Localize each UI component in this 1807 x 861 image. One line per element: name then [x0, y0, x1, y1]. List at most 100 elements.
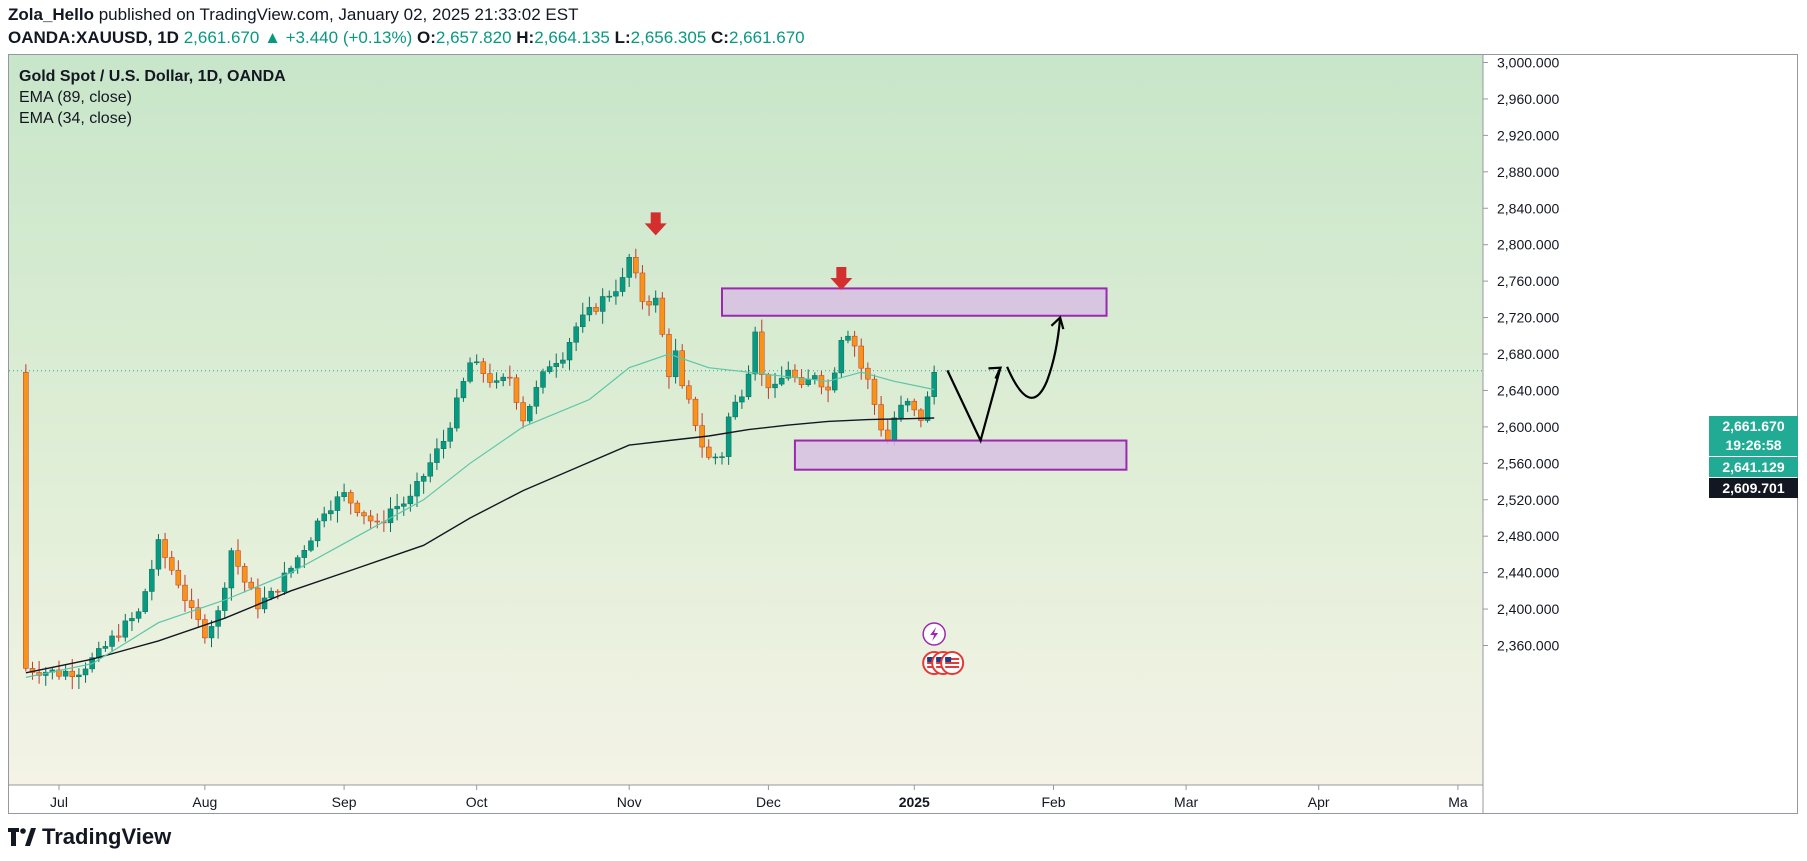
candle-body: [261, 597, 268, 610]
candle-body: [712, 456, 719, 459]
y-tick-label: 2,560.000: [1497, 455, 1559, 471]
candle-body: [454, 397, 460, 429]
published-text: published on TradingView.com, January 02…: [98, 5, 579, 24]
down-arrow-marker[interactable]: [830, 267, 853, 291]
candle-body: [354, 502, 361, 513]
legend-title[interactable]: Gold Spot / U.S. Dollar, 1D, OANDA: [19, 68, 286, 85]
y-tick-label: 2,960.000: [1497, 91, 1559, 107]
candle-body: [639, 272, 646, 302]
candle-body: [480, 361, 487, 374]
candle-body: [500, 376, 506, 381]
candle-body: [347, 492, 354, 504]
projection-arrowhead-2: [1050, 315, 1065, 330]
candle-body: [76, 674, 82, 677]
candle-body: [785, 369, 792, 379]
candle-body: [162, 539, 168, 558]
x-tick-label: Apr: [1308, 794, 1330, 810]
close-value: 2,661.670: [728, 28, 805, 47]
x-tick-label: 2025: [899, 794, 930, 810]
projection-arrowhead-1: [988, 366, 1003, 380]
flag-canton: [936, 657, 943, 662]
candle-body: [520, 402, 526, 422]
close-label: C:: [711, 28, 729, 47]
candle-body: [493, 380, 500, 383]
candle-body: [573, 326, 579, 343]
candle-body: [268, 590, 274, 599]
candle-body: [533, 387, 540, 407]
candle-body: [334, 496, 341, 511]
candle-body: [447, 427, 453, 442]
candle-body: [593, 307, 599, 312]
x-tick-label: Jul: [50, 794, 68, 810]
candle-body: [719, 456, 725, 458]
price-chart[interactable]: 3,000.000 2,960.000 2,920.000 2,880.000 2,84…: [9, 55, 1798, 814]
down-arrow-marker[interactable]: [644, 212, 667, 236]
candle-body: [772, 383, 778, 389]
candle-body: [175, 569, 182, 586]
y-tick-label: 2,600.000: [1497, 419, 1559, 435]
candle-body: [851, 335, 858, 347]
plot-background: [9, 55, 1483, 785]
candle-body: [168, 557, 175, 571]
y-tick-label: 2,480.000: [1497, 528, 1559, 544]
y-tick-label: 2,400.000: [1497, 601, 1559, 617]
footer-brand[interactable]: TradingView: [8, 824, 171, 850]
candle-body: [115, 635, 122, 638]
candle-body: [440, 441, 447, 449]
candle-body: [692, 398, 699, 426]
ema89-line: [25, 417, 935, 674]
ema89-price-tag: 2,609.701: [1709, 478, 1798, 498]
candle-body: [62, 670, 69, 677]
candle-body: [255, 587, 261, 610]
candle-body: [195, 607, 201, 620]
y-tick-label: 3,000.000: [1497, 55, 1559, 71]
legend-ema34[interactable]: EMA (34, close): [19, 110, 132, 127]
candle-body: [374, 520, 380, 523]
flag-canton: [945, 657, 952, 662]
ticker-last: 2,661.670: [183, 28, 260, 47]
candle-body: [473, 361, 480, 364]
candle-body: [155, 539, 162, 570]
y-tick-label: 2,800.000: [1497, 237, 1559, 253]
chart-legend: Gold Spot / U.S. Dollar, 1D, OANDA EMA (…: [19, 66, 286, 129]
projection-path-down[interactable]: [946, 367, 1002, 444]
candle-body: [467, 362, 473, 382]
legend-ema89[interactable]: EMA (89, close): [19, 89, 132, 106]
candle-body: [215, 610, 221, 627]
candle-body: [387, 508, 394, 524]
candle-body: [248, 581, 255, 589]
candle-body: [792, 369, 798, 378]
x-tick-label: Nov: [617, 794, 642, 810]
support-zone[interactable]: [793, 439, 1128, 471]
y-tick-label: 2,880.000: [1497, 164, 1559, 180]
candle-body: [56, 669, 62, 677]
candle-body: [812, 375, 818, 380]
candle-body: [646, 301, 652, 306]
ticker-symbol: OANDA:XAUUSD, 1D: [8, 28, 179, 47]
candle-body: [705, 446, 712, 458]
candle-body: [23, 371, 29, 669]
candle-body: [122, 620, 129, 638]
candle-body: [109, 635, 115, 647]
x-tick-label: Dec: [756, 794, 781, 810]
publish-header: Zola_Hello published on TradingView.com,…: [8, 4, 579, 26]
x-tick-label: Oct: [466, 794, 488, 810]
candle-body: [420, 475, 427, 482]
candle-body: [672, 350, 679, 378]
low-value: 2,656.305: [630, 28, 707, 47]
y-tick-label: 2,360.000: [1497, 638, 1559, 654]
high-value: 2,664.135: [534, 28, 610, 47]
y-tick-label: 2,920.000: [1497, 127, 1559, 143]
candle-body: [102, 646, 109, 649]
resistance-zone[interactable]: [721, 287, 1108, 317]
author-name[interactable]: Zola_Hello: [8, 5, 94, 24]
chart-frame[interactable]: 3,000.000 2,960.000 2,920.000 2,880.000 2,84…: [8, 54, 1798, 814]
candle-body: [858, 345, 864, 369]
candle-body: [745, 373, 752, 398]
projection-path-up[interactable]: [1006, 317, 1062, 399]
candle-body: [513, 377, 520, 403]
ema34-price-tag: 2,641.129: [1709, 457, 1798, 477]
candle-body: [301, 550, 308, 558]
candle-body: [831, 372, 838, 391]
candle-body: [553, 363, 559, 367]
